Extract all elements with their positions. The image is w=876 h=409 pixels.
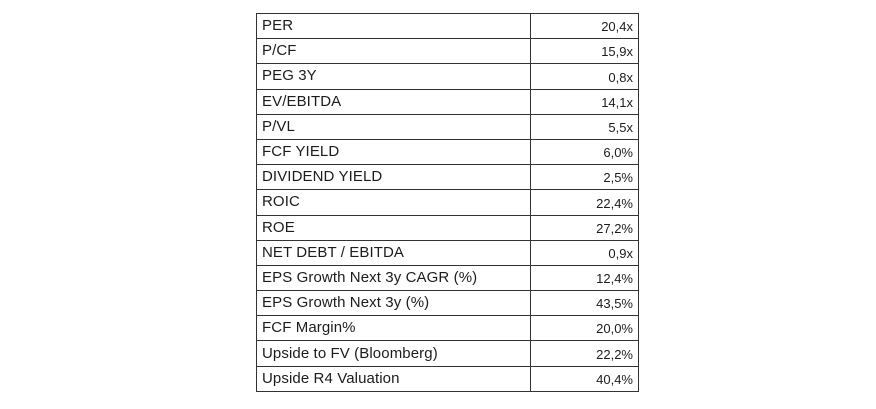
metric-label: ROIC <box>256 189 531 216</box>
metric-value: 22,2% <box>530 340 639 367</box>
metric-value: 0,8x <box>530 63 639 90</box>
metric-value: 2,5% <box>530 164 639 191</box>
metric-value: 15,9x <box>530 38 639 65</box>
table-row: FCF Margin% 20,0% <box>256 315 639 342</box>
metric-value: 14,1x <box>530 88 639 115</box>
table-row: EPS Growth Next 3y CAGR (%) 12,4% <box>256 264 639 292</box>
metric-value: 20,4x <box>530 12 639 40</box>
metric-label: P/CF <box>256 38 531 65</box>
metric-value: 43,5% <box>530 290 639 317</box>
metric-value: 5,5x <box>530 113 639 140</box>
metric-label: Upside to FV (Bloomberg) <box>256 340 531 367</box>
metric-label: Upside R4 Valuation <box>256 365 531 393</box>
table-row: DIVIDEND YIELD 2,5% <box>256 164 639 191</box>
metric-value: 27,2% <box>530 214 639 241</box>
metric-value: 0,9x <box>530 239 639 266</box>
metric-value: 40,4% <box>530 365 639 393</box>
table-row: EPS Growth Next 3y (%) 43,5% <box>256 290 639 317</box>
table-row: PER 20,4x <box>256 12 639 40</box>
metric-label: P/VL <box>256 113 531 140</box>
table-row: EV/EBITDA 14,1x <box>256 88 639 115</box>
metric-value: 12,4% <box>530 264 639 292</box>
metric-value: 6,0% <box>530 138 639 166</box>
table-row: Upside R4 Valuation 40,4% <box>256 365 639 393</box>
metric-label: FCF Margin% <box>256 315 531 342</box>
metric-label: NET DEBT / EBITDA <box>256 239 531 266</box>
metric-value: 20,0% <box>530 315 639 342</box>
table-row: NET DEBT / EBITDA 0,9x <box>256 239 639 266</box>
metric-label: DIVIDEND YIELD <box>256 164 531 191</box>
metric-label: EPS Growth Next 3y (%) <box>256 290 531 317</box>
valuation-metrics-table: PER 20,4x P/CF 15,9x PEG 3Y 0,8x EV/EBIT… <box>256 12 639 393</box>
metric-label: FCF YIELD <box>256 138 531 166</box>
metric-label: ROE <box>256 214 531 241</box>
metric-value: 22,4% <box>530 189 639 216</box>
table-row: ROIC 22,4% <box>256 189 639 216</box>
metric-label: EV/EBITDA <box>256 88 531 115</box>
table-row: FCF YIELD 6,0% <box>256 138 639 166</box>
metric-label: PER <box>256 12 531 40</box>
metric-label: EPS Growth Next 3y CAGR (%) <box>256 264 531 292</box>
table-row: P/VL 5,5x <box>256 113 639 140</box>
table-row: P/CF 15,9x <box>256 38 639 65</box>
table-row: Upside to FV (Bloomberg) 22,2% <box>256 340 639 367</box>
table-row: PEG 3Y 0,8x <box>256 63 639 90</box>
table-row: ROE 27,2% <box>256 214 639 241</box>
metric-label: PEG 3Y <box>256 63 531 90</box>
